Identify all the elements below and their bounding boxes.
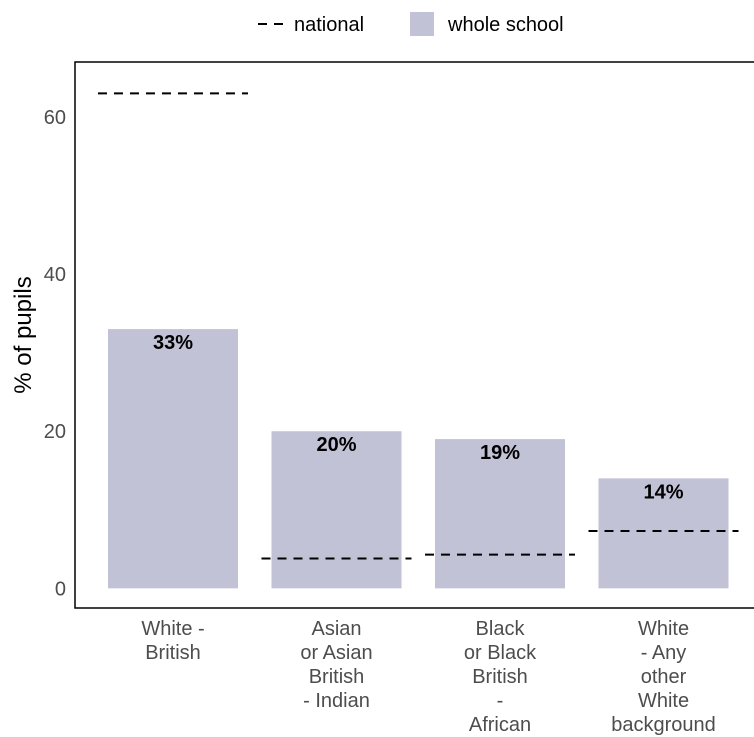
x-category-label-line: - Any [641,642,687,664]
x-category-label: White - Any other White background [611,618,716,736]
x-category-label-line: - [497,690,504,712]
y-axis-ticks: 0 20 40 60 [44,107,66,600]
y-tick-label: 20 [44,421,66,443]
plot-panel [74,61,754,609]
legend-national-label: national [294,14,364,36]
bar-value-label: 20% [316,434,356,456]
x-category-label-line: British [145,642,201,664]
x-category-label-line: or Black [464,642,537,664]
x-category-label-line: White - [141,618,204,640]
x-category-label-line: other [641,666,687,688]
bar-whole-school [108,329,238,589]
x-category-label-line: British [309,666,365,688]
y-tick-label: 60 [44,107,66,129]
x-category-label-line: or Asian [300,642,372,664]
national-lines [98,92,739,560]
x-category-label-line: background [611,714,716,736]
y-tick-label: 40 [44,264,66,286]
x-category-label-line: White [638,618,689,640]
x-category-label: White -British [141,618,204,664]
x-category-label-line: White [638,690,689,712]
x-category-label: Asian or Asian British - Indian [300,618,372,712]
bar-value-label: 33% [153,332,193,354]
x-category-label-line: Black [476,618,526,640]
data-labels: 33% 20% 19% 14% [153,332,684,503]
bar-value-label: 14% [643,481,683,503]
x-category-label-line: Asian [311,618,361,640]
y-axis-title: % of pupils [10,276,37,393]
bar-whole-school [598,478,729,589]
x-category-label: Black or Black British -African [464,618,537,736]
bar-whole-school [435,439,565,589]
x-category-label-line: British [472,666,528,688]
x-category-label-line: African [469,714,531,736]
bars [108,329,729,589]
x-category-label-line: - Indian [303,690,370,712]
legend-whole-school-key [410,12,434,36]
bar-value-label: 19% [480,442,520,464]
legend-whole-school-label: whole school [447,14,564,36]
y-tick-label: 0 [55,578,66,600]
bar-whole-school [271,431,402,589]
legend: national whole school [258,12,564,36]
